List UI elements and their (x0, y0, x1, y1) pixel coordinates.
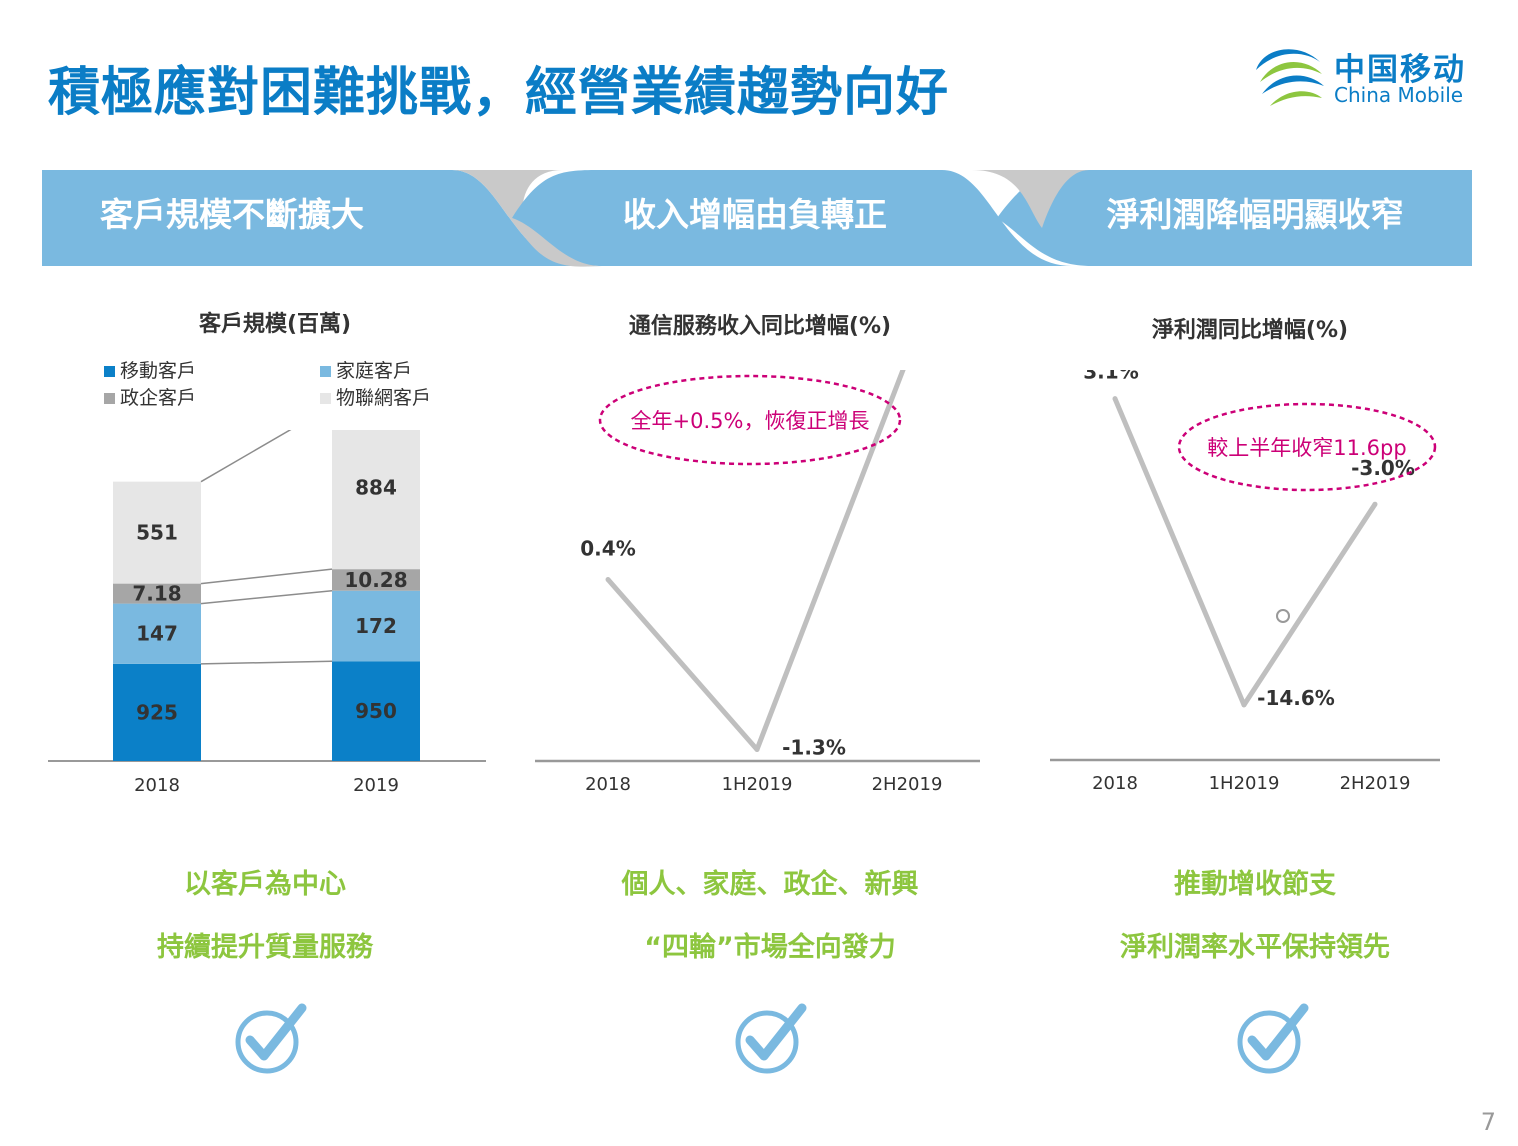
caption-customers-line2: 持續提升質量服務 (157, 932, 373, 963)
data-label-home: 172 (355, 614, 397, 638)
annotation-text: 全年+0.5%，恢復正增長 (631, 409, 870, 433)
data-point (605, 577, 611, 582)
bar-segment-gov (332, 569, 420, 591)
data-label-iot: 884 (355, 475, 397, 499)
legend-label-iot: 物聯網客戶 (336, 387, 432, 409)
data-label: 0.4% (580, 537, 635, 561)
annotation-ellipse (1177, 402, 1437, 492)
china-mobile-logo (1256, 49, 1324, 106)
x-tick-label: 2H2019 (872, 774, 943, 795)
caption-revenue-line2: “四輪”市場全向發力 (644, 932, 896, 963)
legend-label-home: 家庭客戶 (336, 360, 413, 382)
bar-segment-home (113, 603, 201, 664)
page-number: 7 (1480, 1108, 1496, 1136)
chart-title-profit: 淨利潤同比增幅(%) (1151, 318, 1349, 343)
data-label-iot: 551 (136, 521, 178, 545)
data-label: -1.3% (782, 736, 846, 760)
legend-swatch-home (320, 366, 331, 377)
logo-english-text: China Mobile (1334, 83, 1464, 107)
connector-line-home (200, 589, 333, 605)
bar-segment-mobile (113, 663, 201, 761)
annotation-text: 較上半年收窄11.6pp (1207, 436, 1406, 460)
x-tick-label: 2018 (585, 774, 631, 795)
banner-label-revenue: 收入增幅由負轉正 (623, 195, 887, 234)
chart-title-customers: 客戶規模(百萬) (198, 312, 352, 337)
connector-line-iot (200, 430, 292, 483)
data-label-mobile: 925 (136, 700, 178, 724)
profit-growth-chart: 3.1% -14.6% -3.0% 2018 1H2019 2H2019 較上半年收窄11.… (1050, 370, 1440, 794)
banner-label-profit: 淨利潤降幅明顯收窄 (1106, 195, 1404, 234)
data-label-gov: 10.28 (344, 568, 407, 592)
data-label: 3.1% (1083, 370, 1138, 384)
chart-title-revenue: 通信服務收入同比增幅(%) (628, 314, 892, 339)
legend-swatch-mobile (104, 366, 115, 377)
legend-item-home: 家庭客戶 (320, 356, 412, 383)
bar-segment-home (332, 590, 420, 662)
caption-revenue-line1: 個人、家庭、政企、新興 (621, 869, 919, 900)
legend-label-gov: 政企客戶 (120, 387, 197, 409)
bar-segment-gov (113, 583, 201, 604)
checkmark-icon (235, 1003, 307, 1074)
connector-line-gov (200, 568, 333, 585)
legend-item-mobile: 移動客戶 (104, 356, 196, 383)
revenue-growth-chart: 0.4%-1.3%2.6%20181H20192H2019全年+0.5%，恢復正… (535, 370, 980, 795)
x-tick-label: 1H2019 (722, 774, 793, 795)
data-point (1372, 501, 1378, 507)
data-label: -3.0% (1351, 456, 1415, 480)
x-tick-label: 2H2019 (1340, 773, 1411, 794)
x-tick-label: 2018 (1092, 773, 1138, 794)
legend-item-gov: 政企客戶 (104, 383, 196, 410)
customer-scale-chart: 925 147 7.18 551 2018 950 172 10.28 884 2019 (48, 430, 486, 796)
data-label-mobile: 950 (355, 699, 397, 723)
connector-line-mobile (200, 660, 333, 665)
page-title: 積極應對困難挑戰，經營業績趨勢向好 (48, 63, 950, 123)
bar-segment-mobile (332, 661, 420, 761)
data-point (754, 747, 760, 752)
data-point (1241, 702, 1247, 708)
annotation-ellipse (598, 374, 902, 466)
banner-label-customers: 客戶規模不斷擴大 (100, 195, 364, 234)
x-tick-label: 1H2019 (1209, 773, 1280, 794)
caption-customers-line1: 以客戶為中心 (184, 869, 346, 900)
x-tick-label: 2018 (134, 775, 180, 796)
logo-chinese-text: 中国移动 (1334, 52, 1466, 88)
data-label: -14.6% (1257, 686, 1335, 710)
data-point (1112, 396, 1118, 402)
data-label-home: 147 (136, 622, 178, 646)
caption-profit-line1: 推動增收節支 (1174, 869, 1336, 900)
section-banner (42, 170, 1472, 267)
checkmark-icon (1237, 1003, 1309, 1074)
caption-profit-line2: 淨利潤率水平保持領先 (1120, 932, 1390, 963)
legend-swatch-iot (320, 393, 331, 404)
cursor-dot-icon (1276, 609, 1290, 623)
bar-segment-iot (113, 481, 201, 584)
legend-swatch-gov (104, 393, 115, 404)
legend-item-iot: 物聯網客戶 (320, 383, 431, 410)
checkmark-icon (735, 1003, 807, 1074)
bar-segment-iot (332, 430, 420, 570)
data-label-gov: 7.18 (132, 582, 181, 606)
x-tick-label: 2019 (353, 775, 399, 796)
legend-label-mobile: 移動客戶 (120, 360, 197, 382)
